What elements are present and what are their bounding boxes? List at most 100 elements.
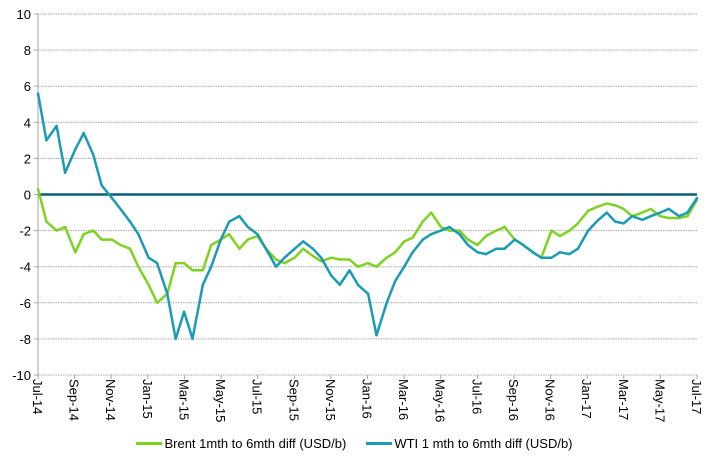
data-point-brent <box>476 243 479 247</box>
y-tick-label: 2 <box>24 151 31 166</box>
x-tick-label: Sep-14 <box>67 379 82 421</box>
data-point-brent <box>686 214 689 218</box>
x-tick-label: May-16 <box>433 379 448 422</box>
data-point-brent <box>356 265 360 268</box>
data-point-brent <box>174 261 177 265</box>
data-point-wti <box>274 265 278 268</box>
data-point-brent <box>128 247 132 250</box>
data-point-brent <box>119 243 122 247</box>
y-tick-label: -4 <box>19 260 31 275</box>
y-tick-label: 6 <box>24 79 31 94</box>
data-point-wti <box>128 220 132 223</box>
data-point-brent <box>330 256 333 259</box>
data-point-wti <box>55 124 58 128</box>
data-point-wti <box>595 220 598 223</box>
x-tick-label: Mar-17 <box>616 379 631 420</box>
data-point-wti <box>92 153 95 156</box>
data-point-brent <box>45 220 48 223</box>
data-point-wti <box>356 283 360 286</box>
data-point-wti <box>366 292 370 295</box>
data-point-brent <box>595 205 598 209</box>
data-point-brent <box>63 225 67 229</box>
data-point-wti <box>402 265 406 268</box>
data-point-wti <box>659 211 662 214</box>
data-point-wti <box>550 256 553 259</box>
data-point-wti <box>586 229 590 232</box>
data-point-wti <box>182 310 186 314</box>
data-point-brent <box>293 256 296 259</box>
data-point-wti <box>686 211 689 214</box>
data-point-wti <box>393 279 397 283</box>
data-point-wti <box>293 247 296 250</box>
data-point-wti <box>484 252 488 256</box>
x-tick-label: Jul-15 <box>250 379 265 414</box>
data-point-wti <box>246 225 250 229</box>
legend-swatch-wti <box>366 442 393 445</box>
data-point-brent <box>503 225 506 229</box>
y-tick-label: 10 <box>17 7 31 22</box>
data-point-wti <box>649 214 652 218</box>
data-point-wti <box>540 256 543 259</box>
data-point-brent <box>494 229 498 232</box>
data-point-brent <box>568 229 571 232</box>
data-point-brent <box>92 229 95 232</box>
data-point-wti <box>256 233 259 236</box>
x-tick-label: Jan-16 <box>360 379 375 419</box>
data-point-wti <box>119 207 122 211</box>
data-point-brent <box>393 251 397 254</box>
data-point-wti <box>576 247 580 250</box>
data-point-wti <box>311 247 314 250</box>
data-point-wti <box>348 269 351 272</box>
data-point-wti <box>330 274 333 277</box>
data-point-wti <box>667 207 670 211</box>
data-point-brent <box>301 247 305 250</box>
data-point-wti <box>439 229 443 232</box>
data-point-brent <box>439 225 443 229</box>
x-tick-label: Jul-17 <box>689 379 704 414</box>
data-point-brent <box>667 216 670 220</box>
data-point-wti <box>238 214 241 218</box>
data-point-wti <box>201 283 204 286</box>
data-point-wti <box>411 251 414 254</box>
data-point-brent <box>74 251 77 254</box>
data-point-brent <box>550 229 553 232</box>
data-point-wti <box>283 256 286 259</box>
data-point-brent <box>605 202 609 205</box>
line-chart: 10 8 6 4 2 0 -2 -4 -6 -8 -10 Jul-14 Sep-14 Nov-14 Jan… <box>12 7 704 422</box>
data-point-wti <box>137 233 140 236</box>
data-point-brent <box>614 204 617 207</box>
data-point-wti <box>36 92 40 95</box>
data-point-wti <box>614 220 617 223</box>
x-tick-label: Mar-16 <box>396 379 411 420</box>
data-point-brent <box>649 207 652 211</box>
data-point-wti <box>110 196 114 200</box>
data-point-brent <box>36 187 40 191</box>
data-point-wti <box>155 261 159 265</box>
data-point-wti <box>522 243 525 247</box>
data-point-brent <box>677 216 681 220</box>
data-point-wti <box>695 196 699 200</box>
x-tick-label: Nov-15 <box>323 379 338 421</box>
data-point-brent <box>228 233 231 236</box>
x-tick-label: Nov-16 <box>543 379 558 421</box>
data-point-brent <box>283 261 286 265</box>
data-point-brent <box>191 269 194 272</box>
data-point-brent <box>137 265 140 268</box>
data-point-brent <box>458 229 461 232</box>
data-point-wti <box>421 238 425 241</box>
data-point-wti <box>513 238 517 241</box>
data-point-brent <box>100 238 103 241</box>
data-point-wti <box>385 301 388 304</box>
y-tick-label: 4 <box>24 115 31 130</box>
x-tick-label: Jul-16 <box>469 379 484 414</box>
y-tick-label: 0 <box>24 188 31 203</box>
data-point-brent <box>147 283 150 286</box>
data-point-brent <box>448 229 451 232</box>
data-point-wti <box>45 139 48 142</box>
data-point-wti <box>166 292 169 295</box>
series-line-brent <box>36 188 699 305</box>
data-point-wti <box>375 334 378 337</box>
data-point-wti <box>605 211 609 214</box>
x-tick-label: Jul-14 <box>30 379 45 414</box>
x-tick-label: May-15 <box>213 379 228 422</box>
